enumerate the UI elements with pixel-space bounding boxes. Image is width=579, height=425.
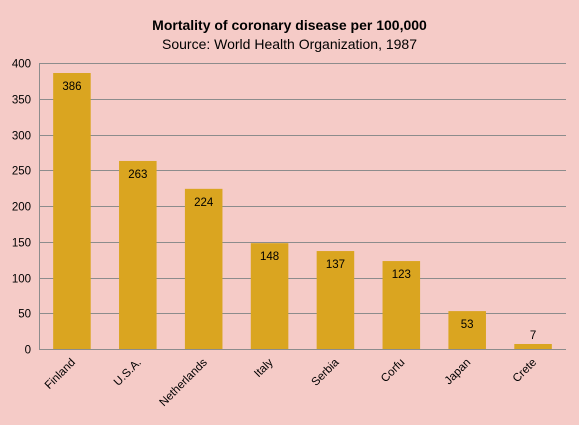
x-tick-label: Corfu <box>379 357 407 385</box>
y-tick-label: 400 <box>12 59 31 71</box>
data-label: 123 <box>392 269 411 281</box>
data-label: 263 <box>128 169 147 181</box>
bar <box>184 188 223 349</box>
y-tick-label: 50 <box>18 309 31 321</box>
data-label: 137 <box>326 259 345 271</box>
bar <box>448 311 486 349</box>
x-tick-label: Finland <box>43 357 78 392</box>
chart-subtitle: Source: World Health Organization, 1987 <box>162 36 417 52</box>
x-tick-label: Serbia <box>310 356 342 388</box>
x-tick-label: U.S.A. <box>112 357 144 389</box>
data-label: 224 <box>194 197 214 209</box>
y-tick-label: 350 <box>12 95 31 107</box>
data-label: 7 <box>530 330 536 342</box>
data-label: 386 <box>62 81 81 93</box>
data-label: 53 <box>461 319 474 331</box>
bar <box>316 251 355 349</box>
y-tick-label: 150 <box>12 238 31 250</box>
chart-title-block: Mortality of coronary disease per 100,00… <box>0 16 579 54</box>
x-tick-label: Japan <box>443 357 474 388</box>
x-tick-label: Crete <box>511 357 539 385</box>
chart-title: Mortality of coronary disease per 100,00… <box>152 17 427 33</box>
x-tick-label: Italy <box>252 356 276 380</box>
y-tick-label: 100 <box>12 274 31 286</box>
bar <box>53 73 91 349</box>
bar <box>119 160 157 349</box>
bar <box>514 343 552 349</box>
bar <box>250 243 289 349</box>
y-tick-label: 0 <box>25 345 31 357</box>
data-label: 148 <box>260 251 279 263</box>
y-tick-label: 250 <box>12 166 31 178</box>
y-tick-label: 200 <box>12 202 31 214</box>
x-tick-label: Netherlands <box>157 356 210 409</box>
y-tick-label: 300 <box>12 131 31 143</box>
bar <box>382 261 421 349</box>
